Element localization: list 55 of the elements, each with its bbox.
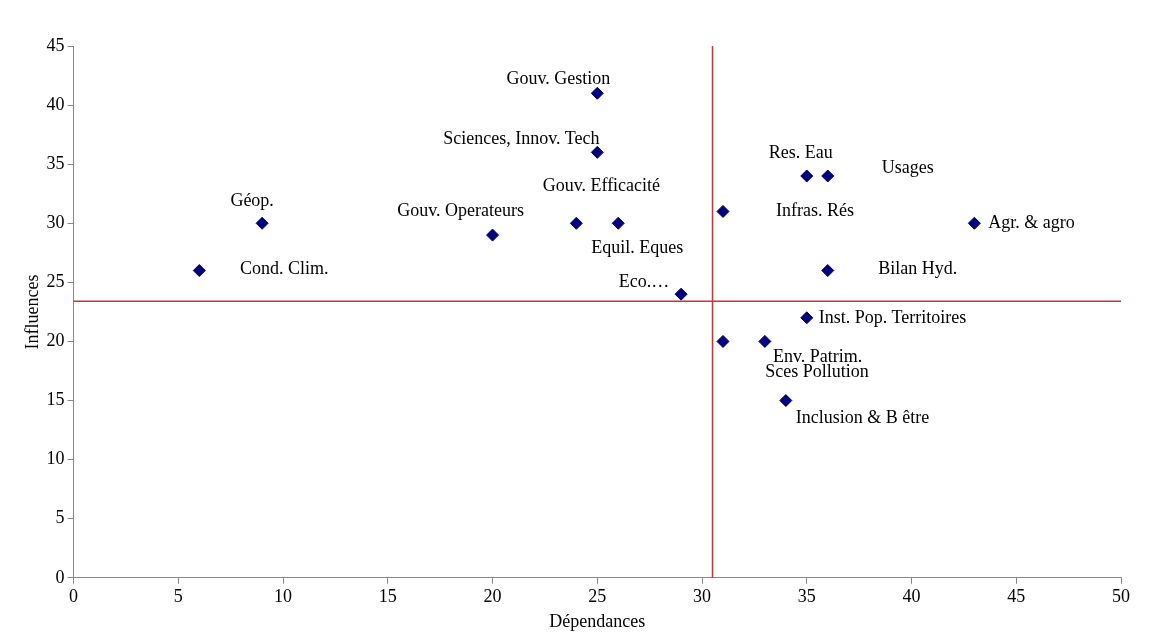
y-tick-label: 45 — [46, 34, 65, 55]
annotation: Infras. Rés — [776, 200, 854, 221]
point — [590, 145, 604, 159]
y-tick-label: 15 — [46, 389, 65, 410]
point — [255, 216, 269, 230]
x-tick-label: 5 — [173, 586, 183, 607]
x-tick-label: 40 — [902, 586, 921, 607]
annotation: Usages — [881, 156, 934, 177]
y-tick-label: 0 — [55, 566, 65, 587]
annotation: Equil. Eques — [591, 237, 684, 257]
x-tick-label: 0 — [69, 586, 79, 607]
annotation: Gouv. Gestion — [506, 68, 611, 89]
y-tick-label: 40 — [46, 93, 65, 114]
point — [486, 228, 500, 242]
annotation: Agr. & agro — [988, 212, 1075, 232]
annotation: Sciences, Innov. Tech — [443, 128, 600, 149]
point — [821, 264, 835, 278]
x-tick-label: 10 — [274, 586, 293, 607]
y-tick-label: 25 — [46, 271, 65, 292]
annotation: Res. Eau — [768, 141, 833, 162]
x-tick-label: 35 — [797, 586, 816, 607]
annotation: Eco.… — [618, 270, 670, 291]
point — [800, 311, 814, 325]
point — [716, 334, 730, 348]
annotation: Cond. Clim. — [240, 258, 329, 279]
y-tick-label: 20 — [46, 330, 65, 351]
x-tick-label: 30 — [693, 586, 712, 607]
point — [569, 216, 583, 230]
point — [590, 86, 604, 100]
y-axis-title: Influences — [21, 274, 42, 350]
y-tick-label: 30 — [46, 212, 65, 232]
annotation: Gouv. Operateurs — [397, 199, 524, 220]
x-tick-label: 45 — [1007, 586, 1026, 607]
point — [967, 216, 981, 230]
point — [674, 287, 688, 301]
x-axis-title: Dépendances — [549, 610, 646, 631]
annotation: Inst. Pop. Territoires — [818, 306, 967, 327]
point — [821, 169, 835, 183]
point — [716, 204, 730, 218]
annotation: Géop. — [230, 190, 274, 210]
point — [779, 394, 793, 408]
annotation: Gouv. Efficacité — [542, 175, 661, 195]
point — [800, 169, 814, 183]
x-tick-label: 20 — [483, 586, 502, 607]
x-tick-label: 25 — [588, 586, 607, 607]
y-tick-label: 35 — [46, 152, 65, 173]
x-tick-label: 15 — [378, 586, 397, 607]
y-tick-label: 10 — [46, 448, 65, 469]
y-tick-label: 5 — [55, 507, 65, 528]
point — [758, 334, 772, 348]
point — [192, 264, 206, 278]
annotation: Bilan Hyd. — [878, 258, 958, 279]
point — [611, 216, 625, 230]
x-tick-label: 50 — [1112, 586, 1130, 607]
annotation: Inclusion & B être — [795, 407, 930, 428]
